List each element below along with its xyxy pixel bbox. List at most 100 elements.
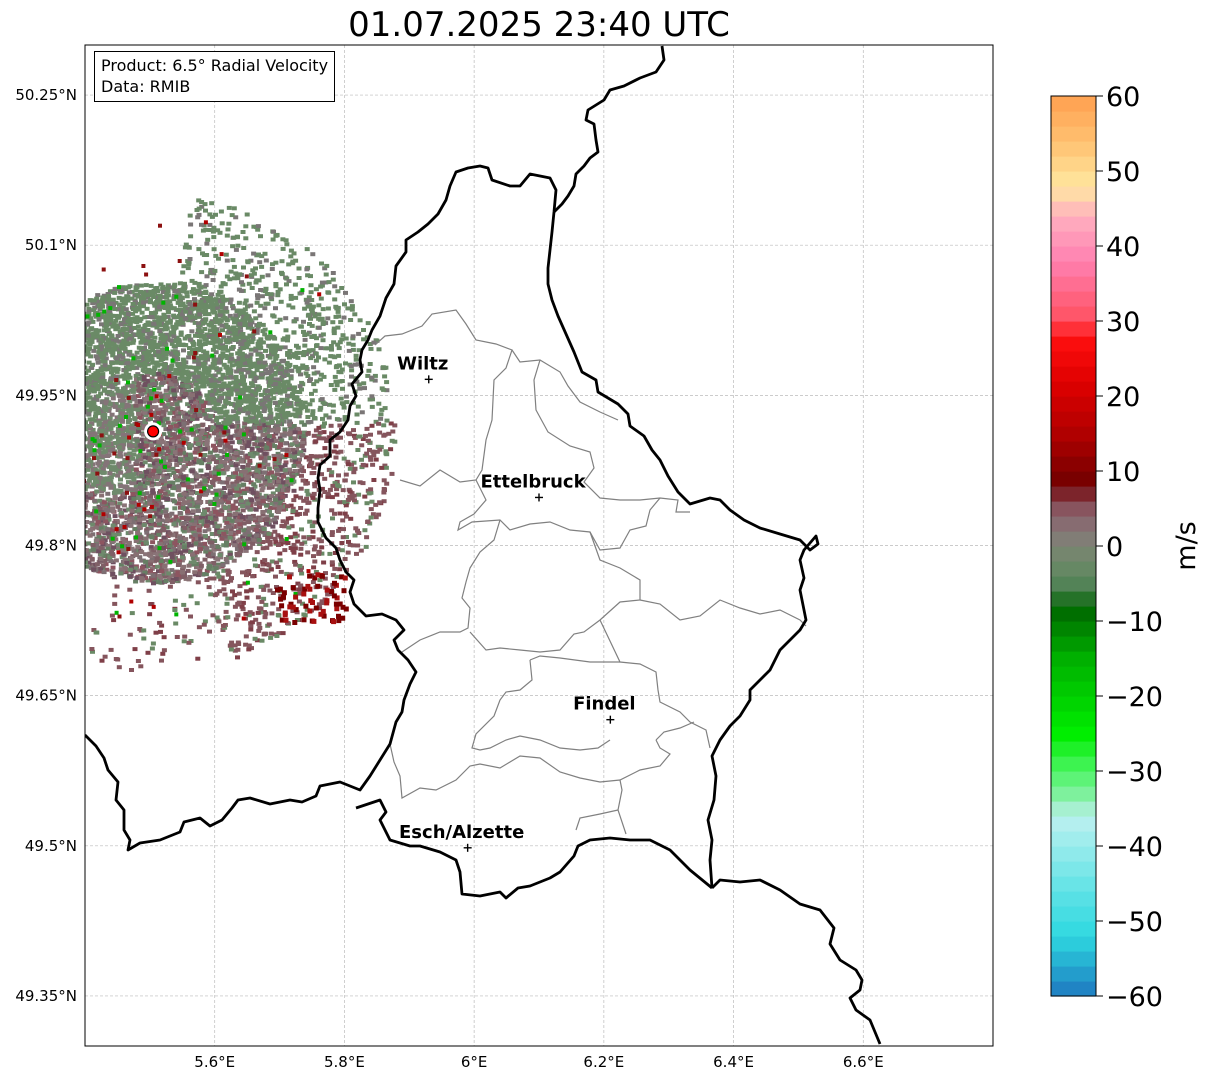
echo-cell: [25, 470, 30, 474]
echo-cell: [239, 434, 245, 439]
echo-cell: [262, 371, 268, 376]
echo-cell: [247, 355, 253, 360]
echo-cell: [247, 415, 253, 420]
echo-cell: [34, 465, 39, 469]
echo-cell: [77, 548, 82, 552]
echo-cell: [224, 520, 230, 525]
echo-cell: [145, 315, 151, 319]
echo-cell: [352, 433, 357, 438]
echo-cell: [172, 608, 178, 612]
echo-cell: [65, 526, 70, 530]
echo-cell: [152, 303, 158, 308]
echo-cell: [63, 409, 68, 413]
echo-cell: [285, 485, 291, 490]
echo-cell: [205, 237, 211, 242]
echo-cell: [93, 418, 99, 423]
echo-cell: [150, 447, 156, 451]
echo-cell: [63, 509, 68, 513]
echo-cell: [73, 332, 78, 336]
echo-cell: [78, 382, 83, 386]
echo-cell: [203, 400, 209, 405]
echo-cell: [267, 542, 273, 547]
echo-cell: [33, 412, 38, 416]
echo-cell: [24, 501, 29, 505]
echo-cell: [35, 373, 40, 377]
echo-cell: [350, 347, 356, 352]
echo-cell: [266, 383, 272, 388]
echo-cell: [198, 380, 204, 385]
echo-cell: [230, 537, 236, 542]
echo-cell: [73, 510, 78, 514]
echo-cell: [151, 339, 157, 344]
echo-cell: [220, 351, 226, 356]
echo-cell: [270, 434, 276, 438]
echo-cell: [23, 432, 28, 436]
echo-cell: [68, 314, 73, 318]
echo-cell: [146, 449, 152, 454]
echo-cell: [306, 312, 312, 317]
echo-cell: [259, 372, 265, 377]
echo-cell: [196, 212, 202, 217]
echo-cell: [42, 407, 47, 411]
echo-cell: [206, 585, 212, 590]
echo-cell: [278, 365, 284, 370]
echo-cell: [85, 509, 86, 514]
echo-cell: [133, 307, 139, 312]
echo-cell: [346, 341, 352, 346]
echo-cell: [208, 474, 214, 479]
echo-cell: [227, 367, 233, 372]
echo-cell: [286, 303, 292, 308]
echo-cell: [363, 463, 369, 468]
echo-cell: [85, 473, 91, 478]
echo-cell: [65, 381, 70, 385]
echo-cell: [141, 353, 147, 358]
echo-cell: [242, 500, 248, 505]
echo-cell: [61, 458, 66, 462]
echo-cell: [245, 463, 251, 467]
echo-cell: [167, 383, 173, 388]
echo-cell: [210, 490, 216, 495]
echo-cell: [106, 322, 112, 327]
echo-cell: [237, 584, 243, 589]
echo-cell: [66, 498, 71, 502]
echo-cell: [174, 335, 180, 340]
echo-cell: [89, 421, 94, 426]
echo-cell: [321, 430, 327, 435]
echo-cell: [363, 544, 369, 549]
echo-cell: [350, 342, 356, 347]
echo-cell: [330, 585, 336, 589]
echo-cell: [136, 540, 142, 545]
echo-cell: [35, 430, 40, 434]
echo-cell: [57, 329, 62, 333]
echo-cell: [223, 398, 229, 403]
echo-cell: [241, 482, 247, 487]
echo-cell: [143, 283, 149, 288]
echo-cell: [141, 541, 146, 546]
echo-cell: [355, 448, 361, 452]
echo-cell: [42, 333, 47, 337]
echo-cell: [17, 459, 22, 463]
echo-cell: [24, 370, 29, 374]
echo-cell: [288, 293, 294, 298]
echo-cell: [242, 581, 248, 586]
echo-cell: [237, 483, 243, 488]
echo-cell: [72, 527, 77, 531]
echo-cell: [196, 342, 202, 347]
echo-cell: [252, 442, 258, 447]
echo-cell: [160, 523, 166, 528]
echo-cell: [120, 430, 126, 435]
echo-cell: [242, 307, 248, 312]
echo-cell: [258, 606, 264, 611]
echo-cell: [184, 506, 190, 511]
echo-cell: [222, 445, 228, 450]
echo-cell: [332, 566, 338, 571]
echo-cell: [143, 385, 149, 390]
echo-cell: [42, 334, 47, 338]
echo-cell: [43, 379, 48, 383]
echo-cell: [195, 656, 201, 661]
echo-cell: [51, 420, 56, 424]
echo-cell: [288, 374, 294, 379]
echo-cell: [300, 403, 306, 408]
echo-cell: [260, 512, 266, 517]
echo-cell: [133, 285, 139, 290]
